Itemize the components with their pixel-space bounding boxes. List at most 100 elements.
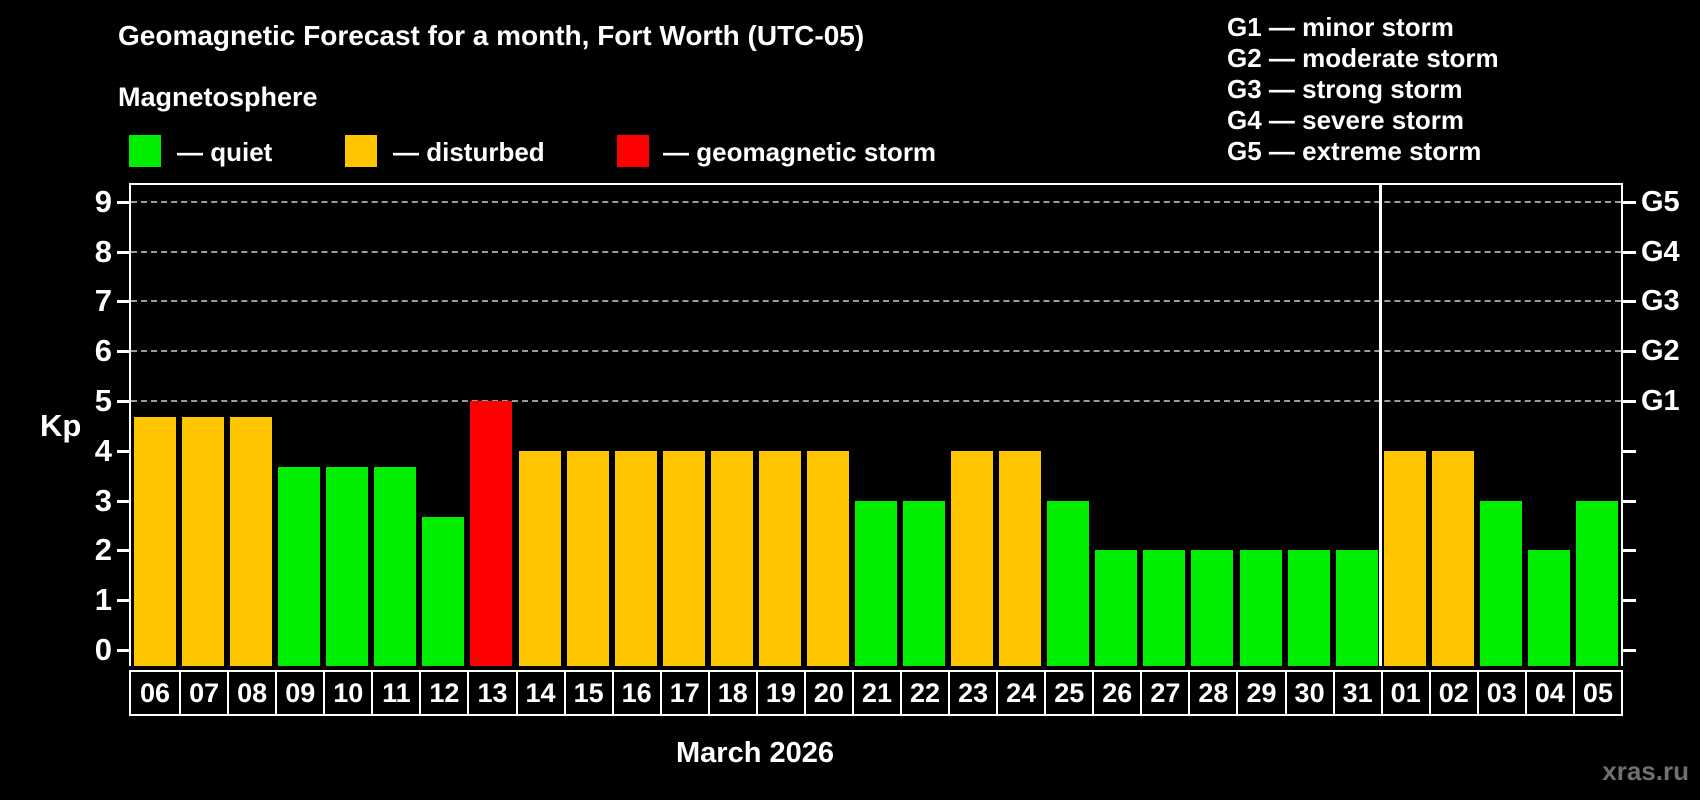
date-cell-25: 25 <box>1044 672 1092 714</box>
month-separator <box>1379 185 1383 666</box>
y-tick-label-5: 5 <box>94 383 112 418</box>
bar-day-03 <box>1479 500 1522 666</box>
page-title: Geomagnetic Forecast for a month, Fort W… <box>118 20 865 51</box>
storm-scale-g3: G3 — strong storm <box>1227 74 1463 104</box>
date-cell-17: 17 <box>659 672 708 714</box>
date-cell-24: 24 <box>996 672 1044 714</box>
bar-day-18 <box>710 450 753 666</box>
date-cell-23: 23 <box>948 672 996 714</box>
date-cell-12: 12 <box>419 672 467 714</box>
right-axis-tick-6 <box>1623 350 1636 354</box>
y-axis-tick-1 <box>117 599 129 603</box>
grid-line-kp-5 <box>131 400 1621 402</box>
y-tick-label-2: 2 <box>94 532 112 568</box>
bar-day-31 <box>1335 550 1378 666</box>
bar-day-08 <box>230 417 273 666</box>
bar-day-30 <box>1287 550 1330 666</box>
storm-scale-g2: G2 — moderate storm <box>1227 43 1499 73</box>
y-axis-tick-2 <box>117 549 129 553</box>
right-axis-tick-7 <box>1623 300 1636 304</box>
date-cell-31: 31 <box>1332 672 1381 714</box>
date-cell-18: 18 <box>707 672 756 714</box>
bar-day-06 <box>134 417 177 666</box>
date-cell-04: 04 <box>1524 672 1573 714</box>
right-axis-tick-4 <box>1623 449 1636 453</box>
bar-day-09 <box>278 467 321 666</box>
storm-scale-g4: G4 — severe storm <box>1227 105 1465 135</box>
right-axis-tick-5 <box>1623 400 1636 403</box>
right-axis-tick-2 <box>1623 549 1636 553</box>
magnetosphere-subtitle: Magnetosphere <box>118 82 318 112</box>
storm-scale-g5: G5 — extreme storm <box>1227 136 1482 166</box>
date-cell-27: 27 <box>1140 672 1188 714</box>
bar-day-02 <box>1431 450 1474 666</box>
disturbed-legend-swatch <box>345 135 377 167</box>
date-cell-01: 01 <box>1380 672 1429 714</box>
date-cell-08: 08 <box>227 672 275 714</box>
y-tick-label-3: 3 <box>94 482 112 518</box>
date-cell-06: 06 <box>140 678 171 708</box>
bar-day-07 <box>182 417 225 666</box>
bar-day-26 <box>1095 550 1138 666</box>
date-cell-29: 29 <box>1236 672 1284 714</box>
bar-day-23 <box>951 450 994 666</box>
date-cell-21: 21 <box>851 672 900 714</box>
bar-day-19 <box>758 450 801 666</box>
bar-day-11 <box>374 467 417 666</box>
storm-scale-legend: G1 — minor storm G2 — moderate storm G3 … <box>1227 12 1499 167</box>
date-cell-15: 15 <box>563 672 612 714</box>
right-axis-tick-3 <box>1623 499 1636 503</box>
y-axis-tick-3 <box>117 499 129 503</box>
right-axis-label-g5: G5 <box>1641 185 1680 218</box>
bar-day-01 <box>1383 450 1426 666</box>
y-tick-label-4: 4 <box>94 432 112 468</box>
month-label: March 2026 <box>676 737 834 769</box>
bar-day-13 <box>470 401 513 666</box>
y-axis-tick-8 <box>117 250 129 254</box>
date-cell-10: 10 <box>323 672 371 714</box>
bar-day-12 <box>422 517 465 666</box>
grid-line-kp-6 <box>131 350 1621 353</box>
plot-frame <box>129 183 1623 666</box>
bar-day-22 <box>903 500 946 666</box>
plot-area <box>131 185 1621 666</box>
date-cell-13: 13 <box>467 672 515 714</box>
bar-day-27 <box>1143 550 1186 666</box>
y-tick-label-7: 7 <box>94 283 112 319</box>
y-axis-tick-0 <box>117 649 129 652</box>
bar-day-05 <box>1575 500 1618 666</box>
date-cell-30: 30 <box>1284 672 1333 714</box>
right-axis-label-g4: G4 <box>1641 235 1680 268</box>
date-cell-19: 19 <box>755 672 804 714</box>
date-cell-11: 11 <box>371 672 419 714</box>
date-cell-02: 02 <box>1428 672 1477 714</box>
bar-day-20 <box>806 450 849 666</box>
right-axis-label-g3: G3 <box>1641 285 1680 318</box>
y-axis-tick-5 <box>117 400 129 403</box>
quiet-legend-swatch <box>129 135 161 167</box>
right-axis-tick-8 <box>1623 250 1636 254</box>
bar-day-16 <box>614 450 657 666</box>
bar-day-17 <box>662 450 705 666</box>
y-tick-label-6: 6 <box>94 333 112 369</box>
y-tick-label-1: 1 <box>94 582 112 618</box>
date-cell-28: 28 <box>1188 672 1236 714</box>
date-cell-09: 09 <box>275 672 323 714</box>
bar-day-29 <box>1239 550 1282 666</box>
y-axis-title: Kp <box>40 408 82 443</box>
bar-day-28 <box>1191 550 1234 666</box>
watermark: xras.ru <box>1602 756 1689 786</box>
y-tick-label-9: 9 <box>94 183 112 219</box>
date-cell-07: 07 <box>179 672 227 714</box>
grid-line-kp-9 <box>131 200 1621 203</box>
bar-day-24 <box>999 450 1042 666</box>
grid-line-kp-7 <box>131 300 1621 303</box>
grid-line-kp-8 <box>131 250 1621 253</box>
storm-scale-g1: G1 — minor storm <box>1227 12 1454 42</box>
x-axis-date-row: 06 07 08 09 10 11 12 13 14 15 16 17 18 19 20 21 22 23 24 25… <box>129 670 1623 716</box>
bar-day-15 <box>566 450 609 666</box>
date-cell-22: 22 <box>900 672 948 714</box>
date-cell-16: 16 <box>611 672 660 714</box>
right-axis-tick-1 <box>1623 599 1636 603</box>
